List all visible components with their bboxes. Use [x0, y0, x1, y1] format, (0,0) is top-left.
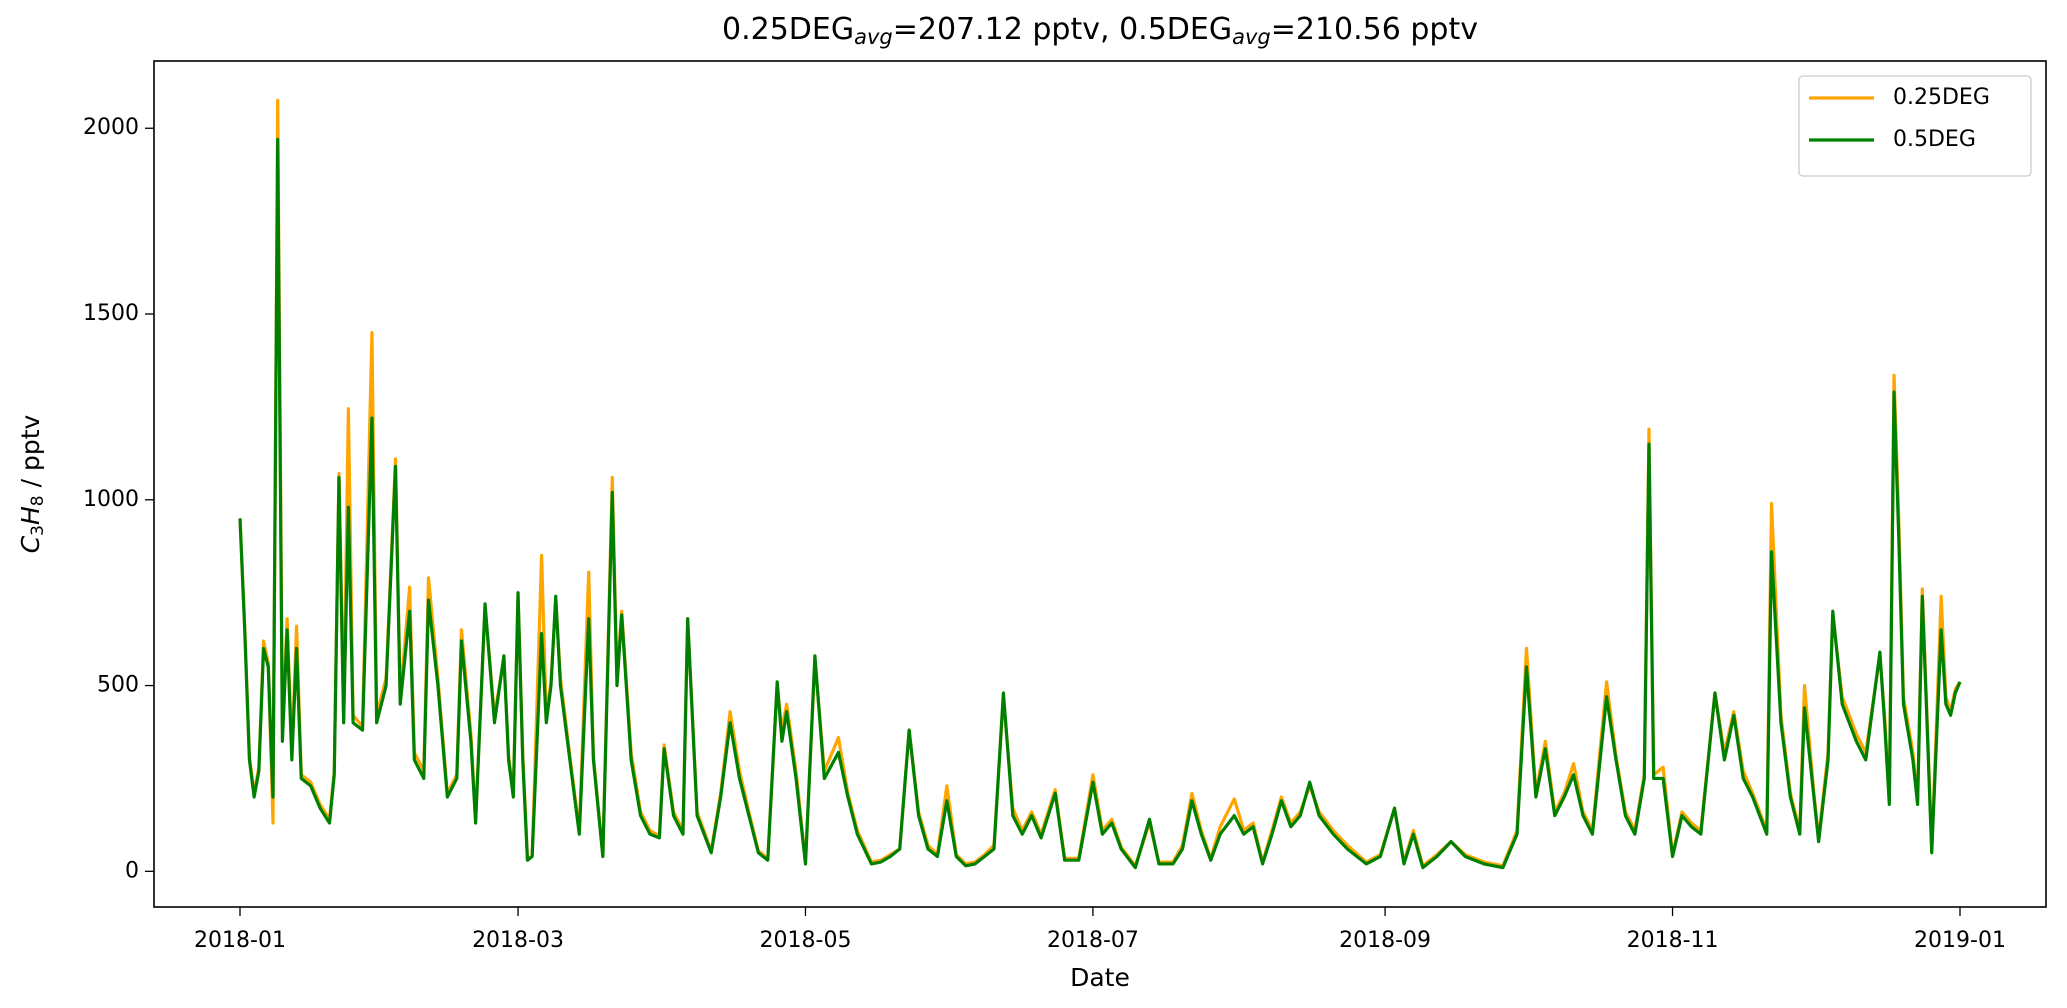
y-tick-label: 1000: [83, 487, 139, 512]
legend-label: 0.5DEG: [1893, 127, 1976, 152]
title-part: =210.56 pptv: [1271, 12, 1478, 47]
y-tick-label: 500: [97, 673, 139, 698]
x-tick-label: 2018-09: [1339, 928, 1431, 953]
x-tick-label: 2019-01: [1914, 928, 2006, 953]
legend-box: [1798, 75, 2032, 177]
x-tick-label: 2018-03: [472, 928, 564, 953]
x-tick-label: 2018-07: [1047, 928, 1139, 953]
x-tick-label: 2018-01: [194, 928, 286, 953]
x-tick-label: 2018-05: [760, 928, 852, 953]
series-line: [238, 137, 1962, 870]
title-part: =207.12 pptv, 0.5DEG: [893, 12, 1232, 47]
y-label-part: / pptv: [16, 415, 45, 496]
series-line: [238, 98, 1962, 868]
y-label-part: H: [16, 506, 45, 525]
y-tick-label: 1500: [83, 301, 139, 326]
legend-label: 0.25DEG: [1893, 85, 1990, 110]
y-tick-label: 0: [125, 858, 139, 883]
y-tick-label: 2000: [83, 115, 139, 140]
chart-title: 0.25DEGavg=207.12 pptv, 0.5DEGavg=210.56…: [722, 12, 1478, 50]
title-sub: avg: [854, 25, 893, 49]
y-label-sub: 3: [28, 525, 48, 536]
y-label-part: C: [16, 535, 45, 553]
y-axis-label: C3H8 / pptv: [16, 415, 48, 554]
x-axis-label: Date: [1070, 963, 1130, 992]
title-part: 0.25DEG: [722, 12, 854, 47]
x-tick-label: 2018-11: [1627, 928, 1719, 953]
title-sub: avg: [1232, 25, 1271, 49]
plot-frame: [153, 60, 2047, 908]
y-label-sub: 8: [28, 495, 48, 506]
